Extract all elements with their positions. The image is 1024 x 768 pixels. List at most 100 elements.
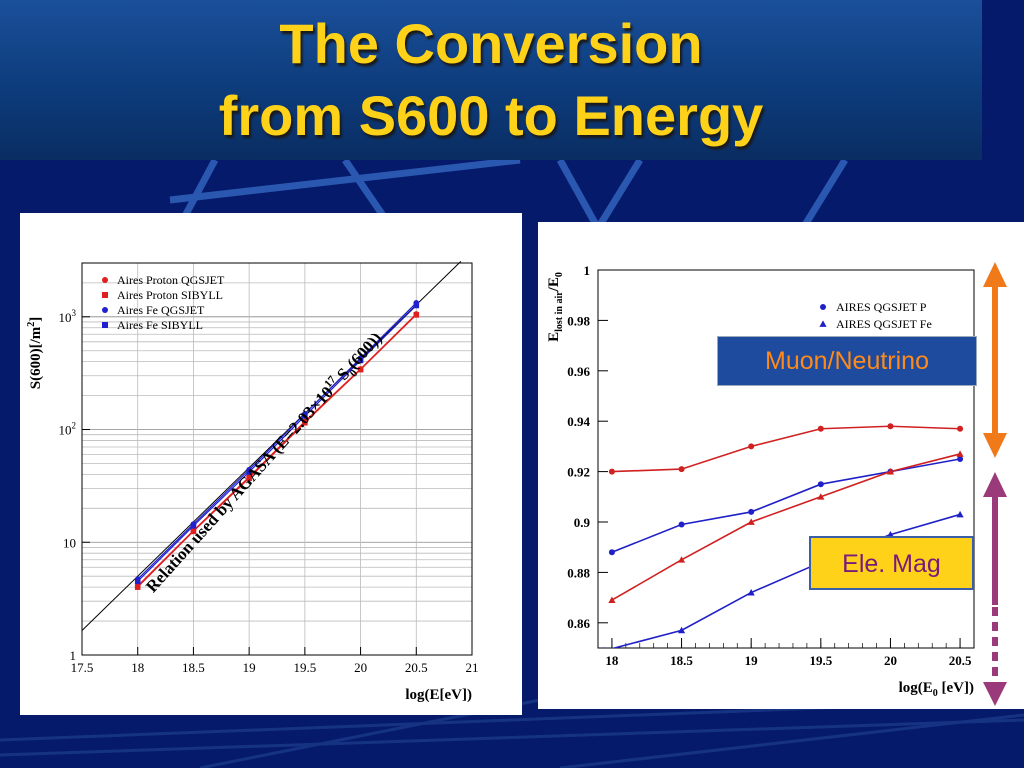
legend-entry: Aires Proton SIBYLL	[117, 288, 223, 302]
data-point	[956, 450, 964, 457]
data-point	[678, 521, 685, 528]
data-point	[747, 518, 755, 525]
y-tick-label: 0.98	[567, 313, 590, 328]
data-point	[748, 508, 755, 515]
legend-marker	[102, 277, 108, 283]
legend-marker	[102, 307, 108, 313]
series-line-3	[611, 453, 961, 601]
data-point	[748, 443, 755, 450]
data-point	[886, 531, 895, 538]
x-tick-label: 18	[605, 653, 619, 668]
data-point	[957, 425, 964, 432]
y-tick-label: 10	[63, 535, 76, 550]
data-point	[677, 626, 686, 634]
x-axis-label: log(E[eV])	[405, 687, 472, 703]
x-tick-label: 21	[466, 660, 479, 675]
x-tick-label: 18	[131, 660, 144, 675]
series-line-3	[137, 305, 417, 582]
x-tick-label: 19.5	[293, 660, 316, 675]
data-point	[817, 493, 825, 500]
energy-loss-chart: 18 18.5 19 19.5 20 20.5 0.86 0.88 0.9 0.92 0.94 0.9…	[546, 263, 975, 699]
data-point	[357, 357, 364, 364]
legend-marker	[102, 292, 108, 298]
data-point	[747, 588, 755, 596]
legend-entry: AIRES QGSJET Fe	[836, 317, 932, 331]
title-banner: The Conversion from S600 to Energy	[0, 0, 982, 160]
legend-entry: Aires Fe QGSJET	[117, 303, 205, 317]
series-group	[604, 423, 964, 648]
x-axis-label: log(E0 [eV])	[899, 680, 974, 699]
data-point	[608, 468, 615, 475]
series-line-2	[611, 425, 961, 473]
series-line-0	[611, 458, 961, 553]
data-point	[608, 596, 616, 603]
data-point	[677, 556, 686, 563]
s600-vs-energy-chart: 17.5 18 18.5 19 19.5 20 20.5 21 1 10 102 103 log(E[e…	[26, 261, 479, 703]
s600-chart-panel: 17.5 18 18.5 19 19.5 20 20.5 21 1 10 102 103 log(E[e…	[20, 213, 522, 715]
data-point	[302, 419, 308, 426]
x-tick-label: 19	[243, 660, 256, 675]
plot-frame	[597, 269, 975, 649]
series-line-1	[611, 513, 961, 648]
x-tick-label: 17.5	[71, 660, 94, 675]
data-point	[357, 366, 364, 373]
y-axis-label: S(600)[/m2]	[26, 317, 44, 390]
x-tick-label: 18.5	[670, 653, 693, 668]
y-tick-label: 0.88	[567, 565, 590, 580]
legend-entry: Aires Fe SIBYLL	[117, 318, 203, 332]
y-tick-label: 0.96	[567, 364, 590, 379]
data-point	[134, 578, 141, 585]
legend-marker	[820, 304, 826, 310]
data-point	[817, 481, 824, 488]
legend: AIRES QGSJET P AIRES QGSJET Fe	[819, 300, 932, 331]
grid	[81, 262, 473, 656]
x-tick-label: 19.5	[809, 653, 832, 668]
data-point	[413, 302, 420, 309]
data-point	[886, 468, 895, 475]
y-tick-label: 0.86	[567, 616, 590, 631]
x-tick-label: 20	[884, 653, 897, 668]
legend-entry: Aires Proton QGSJET	[117, 273, 225, 287]
y-tick-label: 0.92	[567, 465, 590, 480]
series-line-1	[137, 314, 417, 588]
x-tick-label: 20	[354, 660, 367, 675]
agasa-reference-line	[81, 261, 462, 631]
x-tick-label: 18.5	[182, 660, 205, 675]
legend-marker	[819, 320, 827, 327]
x-tick-label: 20.5	[405, 660, 428, 675]
x-tick-label: 19	[745, 653, 759, 668]
title-line-2: from S600 to Energy	[218, 84, 764, 147]
legend-entry: AIRES QGSJET P	[836, 300, 927, 314]
data-point	[134, 584, 141, 590]
y-tick-label: 102	[59, 421, 77, 438]
data-point	[246, 469, 252, 475]
data-point	[957, 456, 964, 462]
data-point	[190, 522, 197, 529]
y-tick-label: 1	[584, 263, 591, 278]
data-point	[817, 425, 824, 432]
data-point	[190, 528, 197, 535]
title-line-1: The Conversion	[279, 12, 703, 75]
plot-frame	[81, 262, 473, 656]
data-point	[246, 475, 252, 482]
y-axis-label: Elost in air/E0	[546, 272, 565, 342]
y-tick-label: 1	[70, 648, 77, 663]
data-point	[608, 549, 615, 556]
y-tick-label: 0.9	[574, 515, 591, 530]
x-tick-label: 20.5	[949, 653, 972, 668]
muon-neutrino-label: Muon/Neutrino	[717, 336, 977, 386]
energy-loss-chart-panel: 18 18.5 19 19.5 20 20.5 0.86 0.88 0.9 0.92 0.94 0.9…	[538, 222, 1024, 709]
series-group	[134, 300, 420, 590]
data-point	[956, 510, 964, 518]
y-tick-label: 103	[59, 308, 77, 325]
data-point	[604, 646, 606, 648]
data-point	[413, 312, 420, 318]
legend-marker	[102, 322, 108, 328]
data-point	[678, 466, 685, 473]
y-tick-label: 0.94	[567, 414, 590, 429]
ele-mag-label: Ele. Mag	[809, 536, 974, 590]
series-line-2	[137, 302, 417, 580]
data-point	[887, 423, 894, 430]
